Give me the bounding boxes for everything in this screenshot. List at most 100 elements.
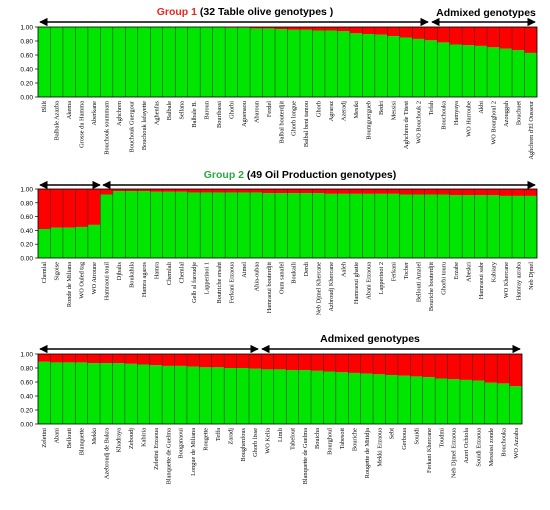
bar-segment-cluster2 <box>524 195 537 258</box>
x-tick-label: Hamraoui sabr <box>478 261 485 299</box>
bar-segment-cluster2 <box>387 193 400 258</box>
x-tick-label: Bouriche bouterdjit <box>428 262 435 311</box>
bar-segment-cluster1 <box>162 354 175 366</box>
bar-segment-cluster1 <box>273 354 287 370</box>
bar-segment-cluster2 <box>87 224 101 258</box>
bar-segment-cluster2 <box>224 368 237 424</box>
x-tick-label: Kabiary <box>490 261 497 282</box>
bar-segment-cluster2 <box>150 191 163 258</box>
bar-segment-cluster2 <box>424 194 438 258</box>
bar-segment-cluster2 <box>447 379 460 424</box>
x-tick-label: Blanquette de Guelma <box>165 428 172 485</box>
panel-2-title-group: Group 2 <box>204 169 244 181</box>
panel-2-title-rest: (49 Oil Production genotypes) <box>244 169 396 181</box>
bar-segment-cluster2 <box>509 386 522 424</box>
bar-segment-cluster1 <box>299 189 313 194</box>
bar-segment-cluster1 <box>137 189 151 192</box>
bar-segment-cluster2 <box>225 27 238 98</box>
bar-segment-cluster1 <box>374 27 388 35</box>
x-tick-label: Hamraoui ghatie <box>353 262 360 304</box>
x-tick-label: Ferdel <box>266 101 273 117</box>
bar-segment-cluster2 <box>337 193 350 258</box>
plot-frame <box>37 26 538 98</box>
bar-segment-cluster2 <box>236 368 249 424</box>
bar-segment-cluster2 <box>112 191 126 258</box>
bar-segment-cluster1 <box>424 189 438 195</box>
bar-segment-cluster1 <box>337 27 350 32</box>
x-tick-label: Boukaili <box>291 262 298 284</box>
bar-segment-cluster2 <box>50 27 63 97</box>
panel-1-title-group: Group 1 <box>157 6 197 18</box>
x-tick-label: Blilt <box>41 101 48 112</box>
y-tick-label: 1.00 <box>20 352 33 359</box>
x-tick-label: Zeletini <box>41 428 48 448</box>
x-tick-label: Mekki Erzaoua <box>376 428 383 467</box>
x-tick-label: Boutriche ersaht <box>216 262 223 304</box>
x-tick-label: Mesiki <box>353 101 360 119</box>
x-tick-label: Aguenaou <box>241 100 248 127</box>
x-tick-label: Chemlali <box>166 262 173 285</box>
x-tick-label: WO Bourghoul 2 <box>490 101 497 145</box>
bar-segment-cluster1 <box>125 189 138 192</box>
x-tick-label: Messissi zonde <box>488 428 495 467</box>
bar-segment-cluster2 <box>137 191 151 258</box>
x-tick-label: Sebt <box>389 428 396 439</box>
panel-1-admix-label: Admixed genotypes <box>436 7 536 19</box>
bar-segment-cluster2 <box>87 27 101 97</box>
bar-segment-cluster2 <box>187 27 201 97</box>
bar-segment-cluster2 <box>424 40 438 97</box>
bar-segment-cluster2 <box>348 372 361 424</box>
panel-3-header: Admixed genotypes <box>39 333 521 354</box>
x-tick-label: Bouribassi <box>216 101 223 128</box>
bar-segment-cluster2 <box>112 27 126 97</box>
bar-segment-cluster1 <box>335 354 349 373</box>
bar-segment-cluster2 <box>261 369 274 424</box>
bar-segment-cluster1 <box>62 189 76 228</box>
bar-segment-cluster1 <box>212 189 226 193</box>
x-tick-label: WO Kelia <box>265 428 272 454</box>
bar-segment-cluster2 <box>437 194 450 258</box>
bar-segment-cluster2 <box>150 27 163 97</box>
x-tick-label: Toudmi <box>438 428 445 448</box>
bar-segment-cluster2 <box>449 44 463 97</box>
bar-segment-cluster2 <box>335 372 349 424</box>
bar-segment-cluster2 <box>459 379 473 424</box>
bar-segment-cluster1 <box>424 27 438 41</box>
bar-segment-cluster1 <box>435 354 448 379</box>
x-tick-label: Tabelout <box>289 428 296 450</box>
x-tick-label: Messisi <box>391 101 398 120</box>
bar-segment-cluster2 <box>286 370 299 424</box>
bar-segment-cluster1 <box>287 27 300 30</box>
bar-segment-cluster1 <box>75 189 88 227</box>
x-tick-label: Derdi <box>303 262 310 277</box>
bar-segment-cluster2 <box>287 29 300 97</box>
bar-segment-cluster1 <box>286 354 299 371</box>
bar-segment-cluster2 <box>474 45 488 97</box>
y-tick-label: 0.00 <box>20 422 33 429</box>
y-tick-label: 1.00 <box>20 25 33 32</box>
bar-segment-cluster1 <box>250 27 263 29</box>
x-tick-label: Boughenfous <box>240 427 247 461</box>
bar-segment-cluster1 <box>248 354 262 369</box>
bar-segment-cluster1 <box>512 189 525 196</box>
x-tick-label: Bourghoul <box>327 428 334 455</box>
panel-2-header: Group 2 (49 Oil Production genotypes) <box>39 169 536 190</box>
bar-segment-cluster1 <box>311 354 324 371</box>
y-tick-label: 0.60 <box>20 214 33 221</box>
bar-segment-cluster2 <box>100 27 113 97</box>
x-tick-label: Grosse du Hamma <box>79 101 86 148</box>
bar-segment-cluster1 <box>487 27 500 48</box>
bar-segment-cluster2 <box>262 193 276 258</box>
bar-segment-cluster1 <box>349 27 363 34</box>
bar-segment-cluster2 <box>273 369 287 424</box>
bar-segment-cluster2 <box>38 229 51 258</box>
panel-2-title: Group 2 (49 Oil Production genotypes) <box>204 169 397 181</box>
bar-segment-cluster2 <box>50 362 63 424</box>
x-tick-label: Bouchouk Guergour <box>129 100 136 152</box>
bar-segment-cluster2 <box>248 368 262 424</box>
bar-segment-cluster1 <box>298 354 312 371</box>
bar-segment-cluster1 <box>362 189 375 194</box>
bar-segment-cluster1 <box>287 189 300 194</box>
bar-segment-cluster2 <box>125 191 138 258</box>
bar-segment-cluster2 <box>399 37 413 97</box>
